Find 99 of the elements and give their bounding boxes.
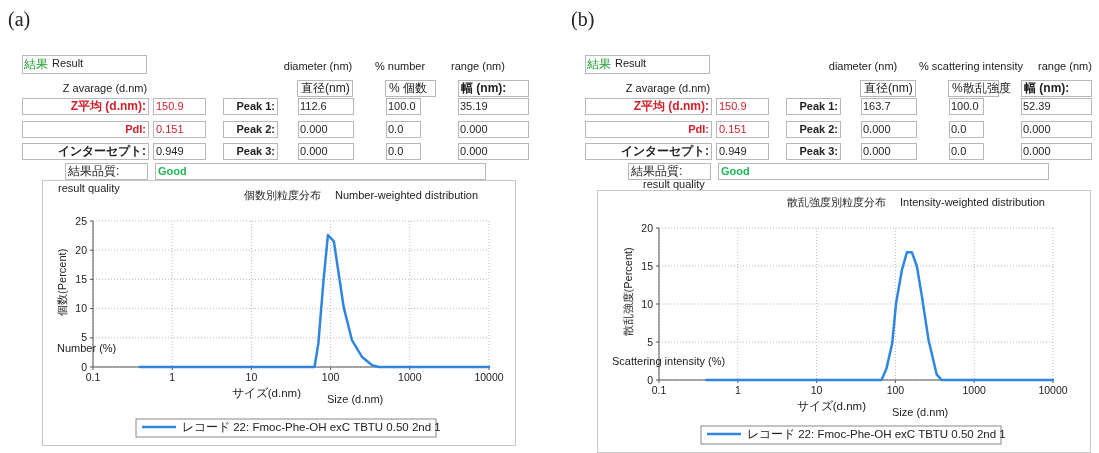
x-axis-title: サイズ(d.nm) [231, 387, 302, 399]
x-tick-label: 1 [734, 384, 741, 396]
y-tick-label: 0 [81, 360, 88, 373]
text: % number [374, 60, 426, 72]
text: Peak 2: [236, 123, 275, 135]
text: Size (d.nm) [327, 393, 384, 405]
text: 幅 (nm): [461, 81, 507, 95]
text: 直径(nm) [301, 81, 350, 95]
text: Peak 1: [799, 100, 838, 112]
text: Size (d.nm) [892, 406, 949, 418]
text: Result [52, 57, 84, 69]
text: Z平均 (d.nm): [633, 99, 709, 113]
text: %散乱強度 [952, 81, 1011, 95]
text: Peak 2: [799, 123, 838, 135]
x-tick-label: 10000 [1038, 384, 1068, 396]
text: 結果 [586, 57, 611, 71]
text: 0.000 [863, 123, 891, 135]
text: 100.0 [951, 100, 979, 112]
text: 0.0 [951, 145, 967, 157]
text: 112.6 [300, 100, 327, 112]
text: 100.0 [388, 100, 416, 112]
text: Good [158, 165, 187, 177]
text: diameter (nm) [828, 60, 898, 72]
x-axis-title: サイズ(d.nm) [796, 400, 867, 412]
y-tick-label: 15 [75, 272, 88, 285]
text: Good [721, 165, 750, 177]
text: range (nm) [451, 60, 505, 72]
text: PdI: [125, 123, 146, 135]
x-tick-label: 10 [810, 384, 823, 396]
text: 150.9 [719, 100, 747, 112]
text: 結果品質: [630, 164, 683, 178]
text: 結果 [23, 57, 48, 71]
annotation: Number (%) [57, 342, 117, 354]
y-axis-title: 個数(Percent) [56, 248, 68, 316]
annotation: Scattering intensity (%) [612, 355, 726, 367]
y-tick-label: 25 [75, 214, 88, 227]
chart-subtitle: Intensity-weighted distribution [900, 196, 1045, 208]
text: 163.7 [863, 100, 891, 112]
text: 150.9 [156, 100, 184, 112]
text: 0.151 [719, 123, 747, 135]
text: 0.000 [460, 145, 488, 157]
text: 0.000 [300, 145, 328, 157]
text: Z avarage (d.nm) [62, 82, 148, 94]
text: 幅 (nm): [1024, 81, 1070, 95]
chart-title: 個数別粒度分布 [244, 189, 321, 201]
y-tick-label: 20 [75, 243, 88, 256]
text: 0.949 [156, 145, 184, 157]
text: Result [615, 57, 647, 69]
legend-label: レコード 22: Fmoc-Phe-OH exC TBTU 0.50 2nd 1 [747, 428, 1006, 440]
y-tick-label: 15 [641, 259, 654, 272]
text: 0.0 [388, 145, 404, 157]
text: インターセプト: [58, 144, 146, 158]
y-tick-label: 20 [641, 221, 654, 234]
legend-label: レコード 22: Fmoc-Phe-OH exC TBTU 0.50 2nd 1 [182, 421, 441, 433]
text: % 個数 [389, 81, 428, 95]
text: (a) [8, 8, 31, 31]
x-tick-label: 0.1 [85, 371, 101, 383]
chart-title: 散乱強度別粒度分布 [787, 196, 886, 208]
text: 0.000 [460, 123, 488, 135]
x-tick-label: 10000 [474, 371, 504, 383]
text: 0.000 [1023, 123, 1051, 135]
text: 直径(nm) [864, 81, 913, 95]
y-tick-label: 0 [647, 373, 654, 386]
text: 0.151 [156, 123, 184, 135]
text: Peak 3: [799, 145, 838, 157]
x-tick-label: 1000 [962, 384, 987, 396]
x-tick-label: 1000 [398, 371, 422, 383]
text: result quality [58, 182, 121, 194]
text: 0.0 [388, 123, 404, 135]
y-axis-title: 散乱強度(Percent) [622, 247, 634, 337]
x-tick-label: 0.1 [651, 384, 667, 396]
chart-subtitle: Number-weighted distribution [335, 189, 479, 201]
text: (b) [571, 8, 595, 31]
y-tick-label: 10 [641, 297, 654, 310]
text: 0.000 [300, 123, 328, 135]
y-tick-label: 5 [81, 331, 88, 344]
text: Z avarage (d.nm) [625, 82, 711, 94]
text: 0.000 [863, 145, 891, 157]
text: % scattering intensity [919, 60, 1024, 72]
text: diameter (nm) [283, 60, 353, 72]
y-tick-label: 10 [75, 302, 88, 315]
x-tick-label: 100 [321, 371, 340, 383]
text: PdI: [688, 123, 709, 135]
text: 0.949 [719, 145, 747, 157]
text: 0.0 [951, 123, 967, 135]
y-tick-label: 5 [647, 335, 654, 348]
x-tick-label: 1 [169, 371, 176, 383]
text: Peak 3: [236, 145, 275, 157]
x-tick-label: 100 [886, 384, 905, 396]
text: 0.000 [1023, 145, 1051, 157]
x-tick-label: 10 [245, 371, 258, 383]
text: range (nm) [1038, 60, 1092, 72]
text: インターセプト: [621, 144, 709, 158]
text: Peak 1: [236, 100, 275, 112]
text: 52.39 [1023, 100, 1051, 112]
text: Z平均 (d.nm): [70, 99, 146, 113]
text: 結果品質: [67, 164, 120, 178]
text: result quality [643, 178, 706, 190]
text: 35.19 [460, 100, 488, 112]
